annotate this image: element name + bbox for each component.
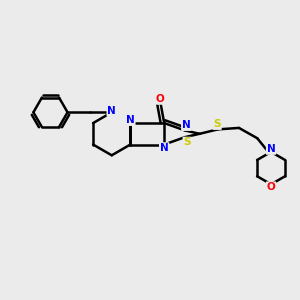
Text: O: O [155, 94, 164, 104]
Text: N: N [160, 143, 169, 153]
Text: S: S [183, 137, 191, 148]
Text: N: N [126, 115, 135, 125]
Text: N: N [267, 144, 275, 154]
Text: N: N [107, 106, 116, 116]
Text: O: O [267, 182, 275, 192]
Text: S: S [213, 119, 221, 129]
Text: N: N [182, 120, 191, 130]
